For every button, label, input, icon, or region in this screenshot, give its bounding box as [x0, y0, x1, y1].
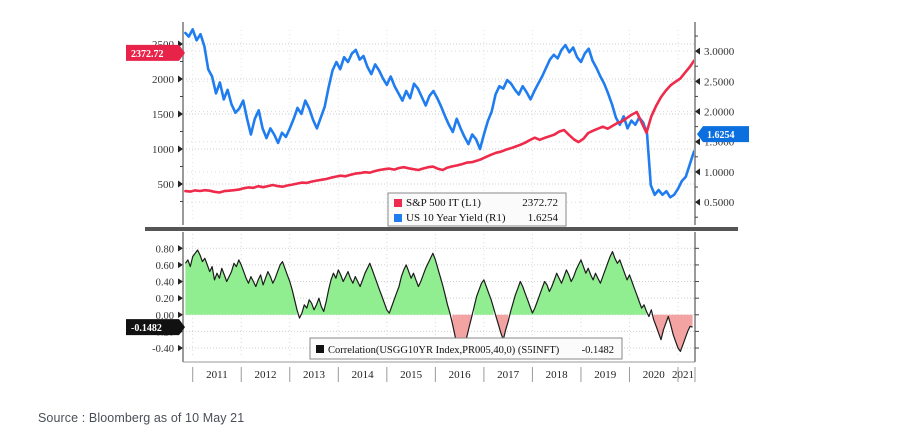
right-axis-tick — [695, 108, 700, 116]
right-axis-tick-label: 1.0000 — [704, 167, 735, 179]
lower-axis-tick-label: -0.40 — [152, 344, 174, 355]
x-axis-tick-label: 2011 — [206, 369, 228, 381]
right-axis-tick-label: 3.0000 — [704, 46, 735, 58]
sp500-last-badge — [126, 44, 185, 61]
legend-series-label: US 10 Year Yield (R1) — [406, 212, 506, 224]
correlation-last-badge-label: -0.1482 — [131, 323, 162, 334]
chart-canvas: 25002000150010005003.00002.50002.00001.5… — [126, 22, 749, 382]
lower-panel-axes: 0.800.600.400.200.00-0.20-0.40 — [152, 232, 699, 363]
left-axis-tick-label: 500 — [158, 179, 175, 191]
source-caption: Source : Bloomberg as of 10 May 21 — [38, 411, 245, 425]
left-axis-tick-label: 2000 — [152, 74, 175, 86]
lower-axis-tick — [178, 294, 183, 302]
lower-axis-tick — [178, 278, 183, 285]
lower-axis-tick-label: 0.00 — [156, 311, 174, 322]
lower-axis-tick-label: 0.40 — [156, 278, 174, 289]
correlation-series — [184, 249, 693, 352]
x-axis-tick-label: 2020 — [643, 369, 666, 381]
sp500-last-badge-label: 2372.72 — [131, 49, 164, 60]
right-axis-tick-label: 0.5000 — [704, 197, 735, 209]
yield-last-badge — [697, 126, 749, 143]
lower-axis-tick — [178, 344, 183, 352]
upper-panel-legend: S&P 500 IT (L1) 2372.72 US 10 Year Yield (… — [387, 192, 567, 227]
upper-legend-box — [387, 192, 567, 227]
x-axis-tick-label: 2016 — [449, 369, 472, 381]
us-10y-yield-line — [184, 28, 696, 199]
x-axis-tick-label: 2013 — [303, 369, 326, 381]
legend-series-label: S&P 500 IT (L1) — [406, 197, 481, 209]
lower-axis-tick — [178, 245, 183, 252]
right-axis-tick — [695, 198, 700, 206]
right-axis-tick — [695, 168, 700, 176]
left-axis-tick — [178, 180, 183, 188]
x-axis-tick-label: 2017 — [497, 369, 520, 381]
bloomberg-chart: 25002000150010005003.00002.50002.00001.5… — [126, 22, 749, 382]
right-axis-tick — [695, 47, 700, 55]
legend-marker — [394, 214, 402, 222]
x-axis: 2011 2012 2013 2014 2015 2016 2017 2018 2019 2020… — [192, 367, 696, 382]
yield-last-badge-label: 1.6254 — [707, 130, 735, 141]
left-axis-tick-label: 1500 — [152, 109, 175, 121]
right-axis-tick-label: 2.5000 — [704, 76, 735, 88]
legend-series-value: -0.1482 — [582, 345, 614, 356]
lower-axis-tick — [178, 261, 183, 269]
right-axis-tick-label: 2.0000 — [704, 107, 735, 119]
correlation-positive-area — [185, 250, 652, 315]
legend-series-value: 1.6254 — [528, 212, 559, 224]
x-axis-tick-label: 2019 — [594, 369, 617, 381]
lower-legend-box — [309, 337, 623, 360]
legend-marker — [394, 199, 402, 207]
x-axis-tick-label: 2021 — [672, 369, 694, 381]
lower-panel-legend: Correlation(USGG10YR Index,PR005,40,0) (… — [309, 337, 623, 360]
yield-series — [184, 28, 696, 199]
correlation-line — [184, 249, 693, 352]
lower-axis-tick-label: 0.80 — [156, 244, 174, 255]
lower-axis-tick — [178, 311, 183, 318]
left-axis-tick — [178, 145, 183, 153]
correlation-last-badge — [126, 319, 185, 336]
upper-panel-badges: 2372.72 1.6254 — [126, 44, 749, 143]
legend-series-value: 2372.72 — [522, 197, 558, 209]
upper-panel-axes: 25002000150010005003.00002.50002.00001.5… — [152, 22, 735, 225]
legend-marker — [316, 345, 324, 353]
right-axis-tick — [695, 138, 700, 146]
lower-panel-badges: -0.1482 — [126, 319, 185, 336]
left-axis-tick-label: 1000 — [152, 144, 175, 156]
lower-axis-tick-label: 0.20 — [156, 294, 174, 305]
x-axis-tick-label: 2012 — [255, 369, 277, 381]
sp500-series — [184, 59, 696, 194]
right-axis-tick — [695, 77, 700, 85]
left-axis-tick — [178, 110, 183, 118]
legend-series-label: Correlation(USGG10YR Index,PR005,40,0) (… — [328, 345, 560, 356]
x-axis-tick-label: 2018 — [546, 369, 569, 381]
sp500-it-line — [184, 59, 696, 194]
x-axis-tick-label: 2015 — [400, 369, 423, 381]
lower-axis-tick-label: 0.60 — [156, 261, 174, 272]
left-axis-tick — [178, 75, 183, 83]
x-axis-tick-label: 2014 — [352, 369, 375, 381]
